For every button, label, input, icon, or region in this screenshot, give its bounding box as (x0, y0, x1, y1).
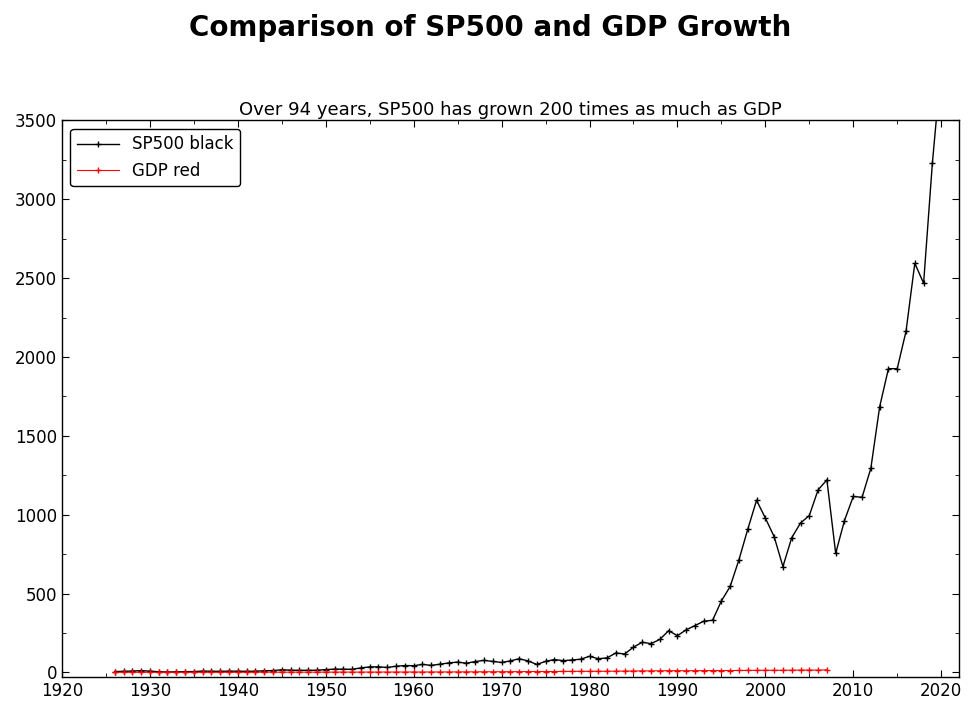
Text: Comparison of SP500 and GDP Growth: Comparison of SP500 and GDP Growth (189, 14, 791, 42)
SP500 black (566, 656, 578, 664)
SP500 black (478, 656, 490, 665)
Title: Over 94 years, SP500 has grown 200 times as much as GDP: Over 94 years, SP500 has grown 200 times… (239, 101, 782, 119)
GDP red (821, 666, 833, 674)
GDP red (285, 668, 297, 676)
SP500 black (540, 657, 552, 666)
SP500 black (109, 667, 121, 676)
GDP red (109, 668, 121, 676)
SP500 black (883, 365, 895, 373)
GDP red (171, 668, 182, 676)
SP500 black (162, 668, 173, 676)
Legend: SP500 black, GDP red: SP500 black, GDP red (71, 129, 240, 187)
GDP red (689, 666, 701, 675)
GDP red (452, 668, 464, 676)
Line: GDP red: GDP red (112, 667, 830, 675)
Line: SP500 black: SP500 black (112, 0, 954, 676)
GDP red (319, 668, 331, 676)
SP500 black (355, 664, 367, 672)
GDP red (311, 668, 322, 676)
GDP red (671, 666, 683, 675)
SP500 black (232, 667, 244, 676)
